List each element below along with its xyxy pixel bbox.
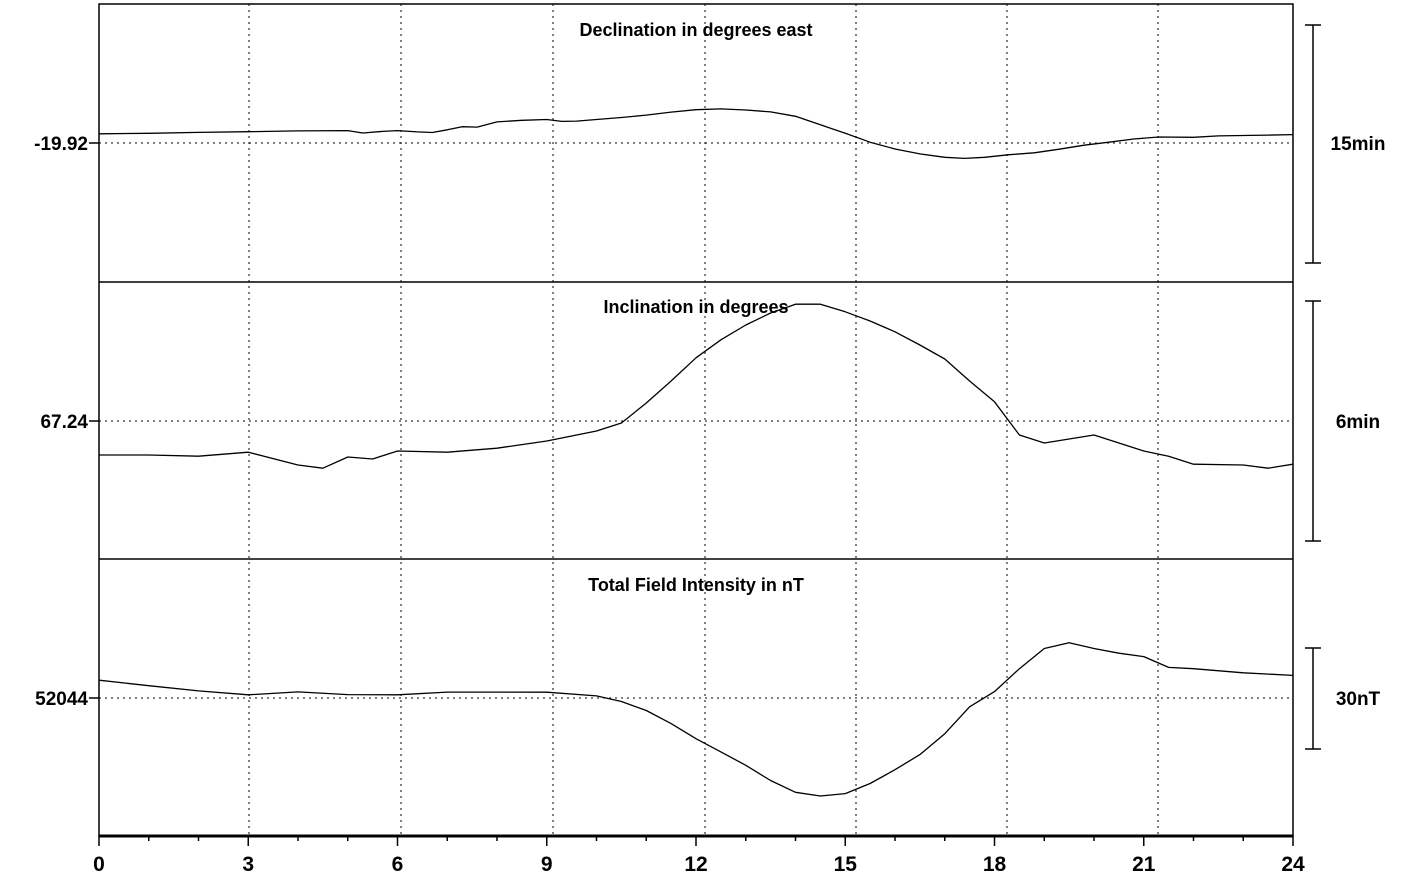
x-tick-label: 3 — [242, 853, 254, 876]
panel-2: Inclination in degrees 67.24 6min — [40, 297, 1380, 542]
x-tick-label: 9 — [541, 853, 553, 876]
x-tick-label: 6 — [392, 853, 404, 876]
baseline-label: 52044 — [35, 689, 88, 710]
panel-title: Total Field Intensity in nT — [588, 575, 804, 595]
data-trace — [98, 108, 1294, 160]
vertical-gridlines — [248, 4, 1159, 836]
panel-1: Declination in degrees east -19.92 15min — [34, 20, 1386, 264]
x-tick-label: 0 — [93, 853, 105, 876]
panels-layer: Declination in degrees east -19.92 15min In… — [34, 20, 1386, 797]
x-tick-label: 24 — [1281, 853, 1305, 876]
x-tick-label: 18 — [983, 853, 1007, 876]
baseline-label: 67.24 — [40, 412, 88, 433]
panel-title: Inclination in degrees — [603, 297, 788, 317]
x-axis: 0 3 6 9 12 15 18 21 24 — [93, 836, 1305, 876]
data-trace — [99, 303, 1294, 469]
scale-label: 30nT — [1336, 689, 1381, 710]
panel-title: Declination in degrees east — [579, 20, 812, 40]
scale-label: 15min — [1331, 134, 1386, 155]
x-tick-label: 15 — [834, 853, 858, 876]
x-tick-label: 12 — [684, 853, 707, 876]
scale-label: 6min — [1336, 412, 1380, 433]
data-trace — [98, 642, 1294, 797]
x-tick-label: 21 — [1132, 853, 1156, 876]
panel-3: Total Field Intensity in nT 52044 30nT — [35, 575, 1381, 797]
baseline-label: -19.92 — [34, 134, 88, 155]
